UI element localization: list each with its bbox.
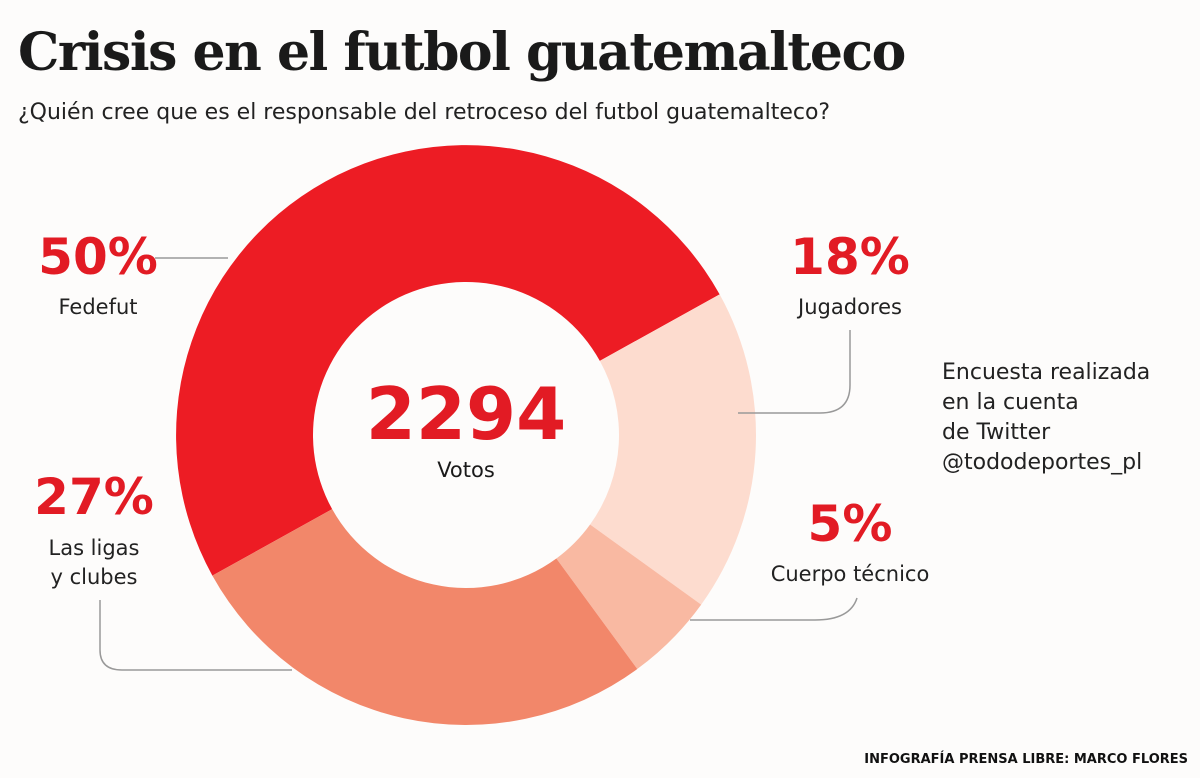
- slice-label-ligas-line1: Las ligas: [48, 536, 140, 560]
- survey-note-line: @tododeportes_pl: [942, 450, 1143, 475]
- survey-note-line: Encuesta realizada: [942, 360, 1151, 385]
- slice-label-jugadores: Jugadores: [798, 295, 902, 319]
- survey-note-line: de Twitter: [942, 420, 1051, 445]
- slice-label-ligas-line2: y clubes: [50, 565, 138, 589]
- slice-percent-ligas: 27%: [34, 468, 154, 526]
- slice-percent-fedefut: 50%: [38, 228, 158, 286]
- slice-label-fedefut: Fedefut: [58, 295, 138, 319]
- survey-note: Encuesta realizada en la cuenta de Twitt…: [942, 358, 1150, 478]
- slice-percent-jugadores: 18%: [790, 228, 910, 286]
- slice-label-ligas: Las ligas y clubes: [24, 534, 164, 592]
- donut-slice-jugadores: [590, 294, 756, 605]
- donut-slice-cuerpo-t-cnico: [556, 524, 702, 670]
- slice-label-cuerpo-tecnico: Cuerpo técnico: [770, 562, 930, 586]
- leader-line-cuerpo-tecnico: [690, 597, 858, 621]
- total-votes-label: Votos: [437, 458, 495, 482]
- total-votes: 2294: [365, 372, 567, 456]
- slice-percent-cuerpo-tecnico: 5%: [807, 495, 893, 553]
- survey-note-line: en la cuenta: [942, 390, 1079, 415]
- leader-line-jugadores: [738, 330, 851, 414]
- chart-subtitle: ¿Quién cree que es el responsable del re…: [18, 100, 831, 125]
- leader-line-ligas: [99, 600, 292, 671]
- credit: INFOGRAFÍA PRENSA LIBRE: MARCO FLORES: [864, 752, 1188, 767]
- chart-title: Crisis en el futbol guatemalteco: [18, 22, 906, 83]
- donut-slice-las-ligas-y-clubes: [212, 509, 638, 725]
- donut-slice-fedefut: [176, 145, 720, 576]
